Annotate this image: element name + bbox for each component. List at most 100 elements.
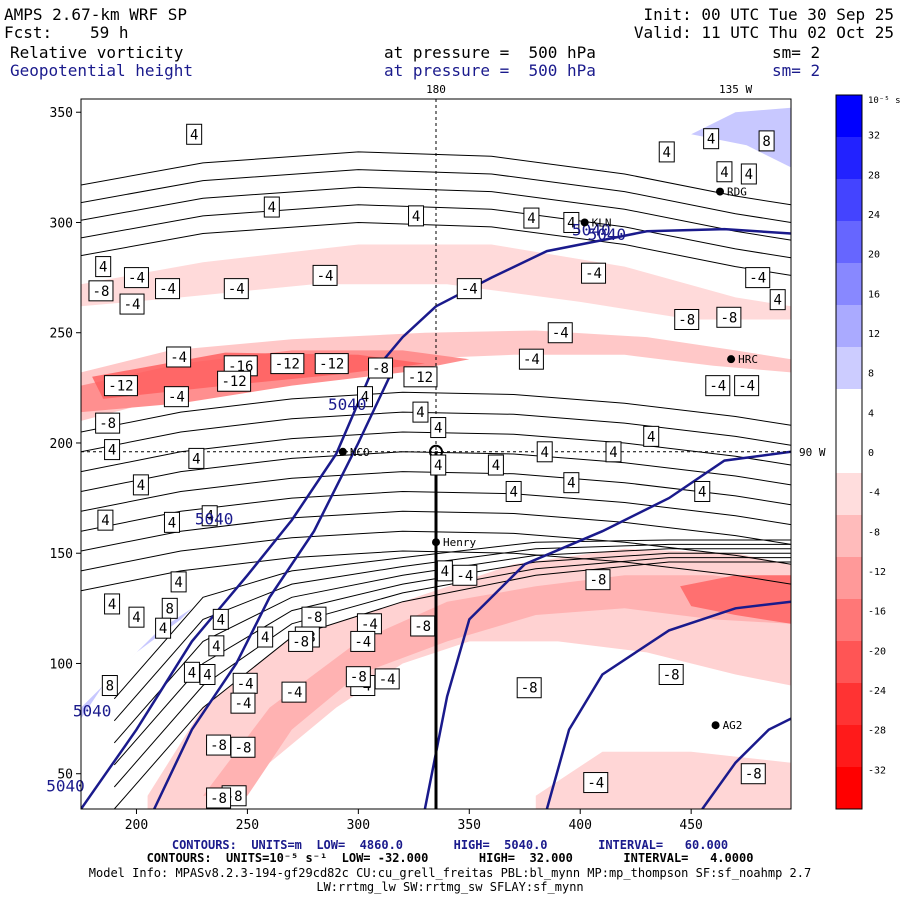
vort-label: 4 <box>492 458 500 474</box>
vort-label-box <box>217 370 252 392</box>
vort-label-box <box>199 663 216 685</box>
vort-label: -8 <box>306 610 323 626</box>
vort-label: -4 <box>235 696 252 712</box>
vort-label-box <box>186 123 203 145</box>
colorbar-tick-label: 12 <box>868 329 880 340</box>
footer-physics: LW:rrtmg_lw SW:rrtmg_sw SFLAY:sf_mynn <box>316 880 584 894</box>
vort-label: -4 <box>124 297 141 313</box>
vort-label-box <box>104 439 121 461</box>
vort-label-box <box>430 454 447 476</box>
height-contour-5040 <box>423 450 791 809</box>
vort-label-box <box>410 615 436 637</box>
vort-label: -8 <box>99 416 116 432</box>
vort-label: 4 <box>174 575 182 591</box>
vort-label: 4 <box>217 612 225 628</box>
vort-label-box <box>188 447 205 469</box>
vort-label-box <box>123 267 149 289</box>
vort-label-box <box>452 564 478 586</box>
vort-label: 4 <box>698 484 706 500</box>
colorbar-tick-label: 32 <box>868 131 880 142</box>
height-label: 5040 <box>588 225 627 244</box>
vort-label: 8 <box>166 601 174 617</box>
vort-label-box <box>705 375 731 397</box>
vort-contour <box>81 169 791 223</box>
height-label: 5040 <box>195 510 234 529</box>
height-label: 5040 <box>46 776 85 795</box>
vort-label: -8 <box>663 667 680 683</box>
vort-label: 4 <box>412 209 420 225</box>
vort-label-box <box>155 278 181 300</box>
vort-label-box <box>270 353 305 375</box>
height-contour-5040 <box>435 227 791 308</box>
colorbar-frame <box>835 94 863 810</box>
vort-label-box <box>128 606 145 628</box>
vort-label: -4 <box>228 282 245 298</box>
forecast-label: Fcst: <box>4 23 53 42</box>
vort-label-box <box>163 386 189 408</box>
vort-label-box <box>605 441 622 463</box>
vort-label-box <box>230 692 256 714</box>
vort-label-box <box>101 675 118 697</box>
vort-label: 4 <box>434 421 442 437</box>
vort-label-box <box>97 509 114 531</box>
height-contour-5040 <box>545 600 791 809</box>
x-tick-label: 450 <box>679 818 702 833</box>
station-label: NCO <box>350 446 370 459</box>
vort-label-box <box>166 346 192 368</box>
vort-contour <box>113 557 791 788</box>
vort-label: -8 <box>720 310 737 326</box>
axes: 200 250 300 350 400 450 50 100 150 200 250 300 350 18… <box>50 83 826 833</box>
colorbar-tick-label: 0 <box>868 448 874 459</box>
colorbar-tick-label: -28 <box>868 726 886 737</box>
footer-height-contours: CONTOURS: UNITS=m LOW= 4860.0 HIGH= 5040… <box>171 838 729 852</box>
vort-contour <box>81 550 791 592</box>
vort-label: -12 <box>319 357 344 373</box>
vort-label: 4 <box>441 564 449 580</box>
vort-label-box <box>412 401 429 423</box>
vort-label-box <box>456 278 482 300</box>
vort-label: 8 <box>106 679 114 695</box>
vort-label: 4 <box>261 630 269 646</box>
colorbar-swatch <box>836 263 862 306</box>
vort-label: 4 <box>137 478 145 494</box>
neg-vort-band-upper <box>81 330 791 421</box>
station-label: RDG <box>727 186 747 199</box>
vort-label-box <box>581 262 607 284</box>
vort-contour <box>81 411 791 453</box>
y-tick-label: 350 <box>50 106 73 121</box>
vort-label: 4 <box>108 443 116 459</box>
vort-label-box <box>170 571 187 593</box>
colorbar-swatch <box>836 431 862 474</box>
colorbar-swatch <box>836 641 862 684</box>
vort-label-box <box>658 663 684 685</box>
vort-label: 4 <box>132 610 140 626</box>
vort-label: -8 <box>235 740 252 756</box>
vort-label: 4 <box>212 639 220 655</box>
colorbar-swatch <box>836 683 862 726</box>
vort-label-box <box>368 357 394 379</box>
vort-label-box <box>716 161 733 183</box>
colorbar-tick-label: -16 <box>868 607 886 618</box>
vort-label-box <box>769 289 786 311</box>
vort-label: -8 <box>745 767 762 783</box>
vort-label-box <box>716 306 742 328</box>
vort-label-box <box>345 666 371 688</box>
vort-label-box <box>88 280 114 302</box>
vort-label: -4 <box>709 379 726 395</box>
colorbar-swatch <box>836 389 862 432</box>
vort-label-box <box>403 366 438 388</box>
colorbar: 32 28 24 20 16 12 8 4 0 -4 -8 -12 -16 -20 -24 -28 -32 10⁻… <box>835 94 900 810</box>
vort-contour <box>81 151 791 206</box>
vort-label-box <box>95 256 112 278</box>
vort-label-box <box>505 480 522 502</box>
vort-label: 4 <box>192 451 200 467</box>
vort-label-box <box>563 472 580 494</box>
vort-label: -4 <box>159 282 176 298</box>
field2-level: at pressure = 500 hPa <box>384 61 596 80</box>
colorbar-swatch <box>836 473 862 516</box>
vort-label-box <box>104 593 121 615</box>
height-contours <box>81 227 791 809</box>
colorbar-tick-label: -20 <box>868 646 886 657</box>
